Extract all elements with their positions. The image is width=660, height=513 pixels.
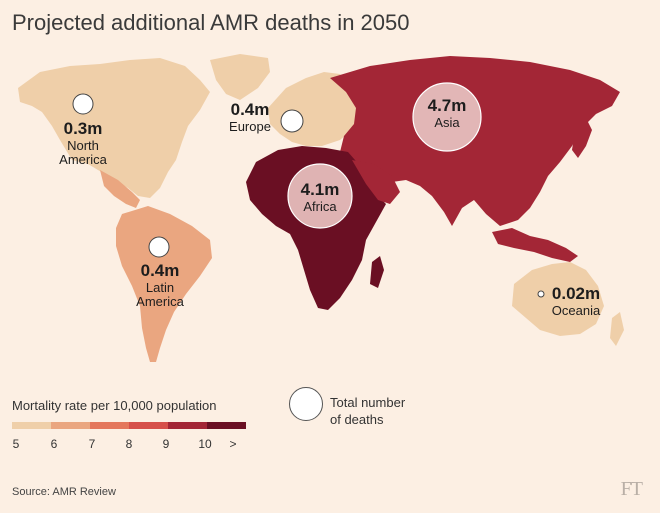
- africa-name: Africa: [303, 198, 337, 214]
- oceania-deaths-circle: [537, 290, 545, 298]
- southeast-asia-islands: [492, 228, 578, 262]
- oceania-value: 0.02m: [551, 284, 601, 303]
- legend-swatch-7: [90, 422, 129, 429]
- new-zealand-landmass: [610, 312, 624, 346]
- source-note: Source: AMR Review: [12, 486, 116, 498]
- asia-label: 4.7m Asia: [414, 96, 480, 130]
- japan-landmass: [572, 118, 592, 158]
- legend-tick-7: 7: [88, 437, 96, 451]
- legend-color-scale: [12, 422, 246, 429]
- legend-tick-10: 10: [198, 437, 212, 451]
- legend-swatch-5: [12, 422, 51, 429]
- arabia-landmass: [352, 160, 400, 204]
- europe-deaths-circle: [280, 109, 304, 133]
- oceania-label: 0.02m Oceania: [544, 284, 608, 318]
- legend-tick-over: >: [229, 437, 237, 451]
- asia-name: Asia: [434, 114, 460, 130]
- north-america-deaths-circle: [72, 93, 94, 115]
- europe-value: 0.4m: [230, 100, 270, 119]
- legend-total-circle: [289, 387, 323, 421]
- death-circles: [72, 82, 545, 298]
- map-title: Projected additional AMR deaths in 2050: [12, 10, 410, 35]
- legend-tick-9: 9: [162, 437, 170, 451]
- latin-america-name-line1: Latin: [145, 279, 175, 295]
- europe-name: Europe: [229, 118, 271, 134]
- north-america-landmass: [18, 58, 210, 198]
- africa-deaths-circle: [287, 163, 353, 229]
- asia-value: 4.7m: [427, 96, 467, 115]
- ft-logo: FT: [620, 478, 643, 500]
- legend-swatch-6: [51, 422, 90, 429]
- north-america-label: 0.3m North America: [46, 119, 120, 168]
- europe-label: 0.4m Europe: [222, 100, 278, 134]
- legend-tick-8: 8: [125, 437, 133, 451]
- legend-tick-5: 5: [12, 437, 20, 451]
- latin-america-deaths-circle: [148, 236, 170, 258]
- south-america-landmass: [116, 206, 212, 362]
- greenland-landmass: [210, 54, 270, 100]
- africa-value: 4.1m: [300, 180, 340, 199]
- oceania-name: Oceania: [551, 302, 601, 318]
- legend-total-line2: of deaths: [330, 411, 384, 427]
- madagascar-landmass: [370, 256, 384, 288]
- legend-total-line1: Total number: [330, 395, 406, 410]
- africa-label: 4.1m Africa: [288, 180, 352, 214]
- central-america-landmass: [100, 170, 140, 208]
- legend-tick-6: 6: [50, 437, 58, 451]
- latin-america-label: 0.4m Latin America: [124, 261, 196, 310]
- australia-landmass: [512, 262, 604, 336]
- latin-america-value: 0.4m: [140, 261, 180, 280]
- asia-landmass: [330, 56, 620, 226]
- legend-swatch-8: [129, 422, 168, 429]
- legend-rate-title: Mortality rate per 10,000 population: [12, 398, 217, 413]
- asia-deaths-circle: [412, 82, 482, 152]
- latin-america-name-line2: America: [136, 294, 184, 310]
- north-america-name-line1: North: [67, 137, 99, 153]
- legend-swatch-9: [168, 422, 207, 429]
- legend-swatch-10: [207, 422, 246, 429]
- north-america-name-line2: America: [59, 152, 107, 168]
- north-america-value: 0.3m: [63, 119, 103, 138]
- legend-total-label: Total number of deaths: [330, 395, 440, 429]
